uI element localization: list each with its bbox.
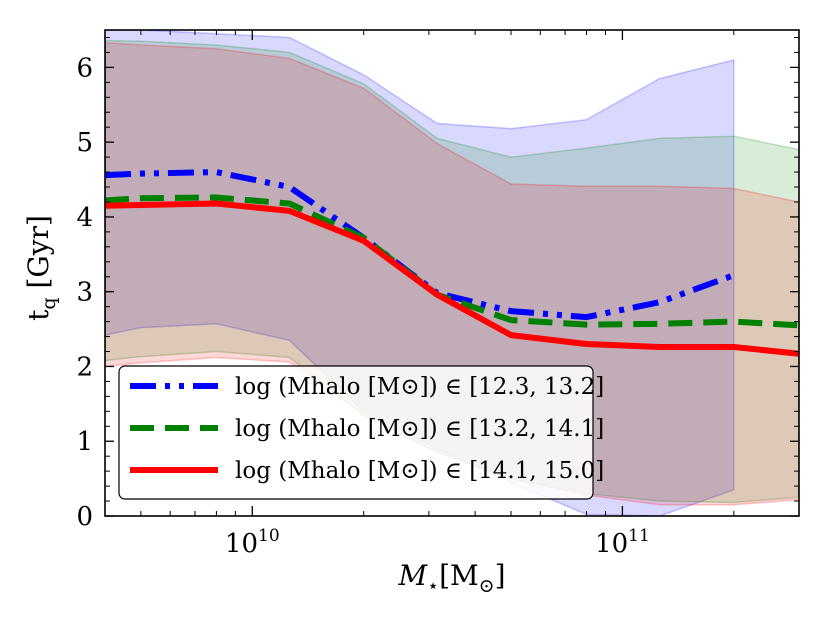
y-tick-labels: 0 1 2 3 4 5 6 bbox=[76, 53, 93, 532]
legend-box bbox=[118, 365, 594, 500]
legend-label-1: log (Mhalo [M⊙]) ∈ [12.3, 13.2] bbox=[235, 374, 604, 400]
y-tick-label: 4 bbox=[76, 203, 93, 233]
y-tick-label: 6 bbox=[76, 53, 93, 83]
y-tick-label: 2 bbox=[76, 352, 93, 382]
band-series-2 bbox=[105, 39, 799, 504]
legend-label-3: log (Mhalo [M⊙]) ∈ [14.1, 15.0] bbox=[235, 458, 604, 484]
y-tick-label: 1 bbox=[76, 427, 93, 457]
x-tick-label: 1011 bbox=[595, 526, 650, 559]
y-tick-label: 0 bbox=[76, 502, 93, 532]
legend: log (Mhalo [M⊙]) ∈ [12.3, 13.2] log (Mhal… bbox=[118, 365, 604, 500]
axis-ticks bbox=[105, 30, 799, 517]
y-tick-label: 3 bbox=[76, 278, 93, 308]
legend-label-2: log (Mhalo [M⊙]) ∈ [13.2, 14.1] bbox=[235, 416, 604, 442]
line-series-3 bbox=[105, 200, 799, 357]
series-lines bbox=[105, 169, 799, 357]
x-tick-labels: 1010 1011 bbox=[225, 526, 650, 559]
x-axis-label: M⋆[M⊙] bbox=[397, 559, 505, 597]
y-axis-label: tq [Gyr] bbox=[22, 215, 60, 321]
band-series-3 bbox=[105, 41, 799, 506]
y-tick-label: 5 bbox=[76, 128, 93, 158]
plot-frame bbox=[104, 29, 800, 517]
x-tick-label: 1010 bbox=[225, 526, 280, 559]
